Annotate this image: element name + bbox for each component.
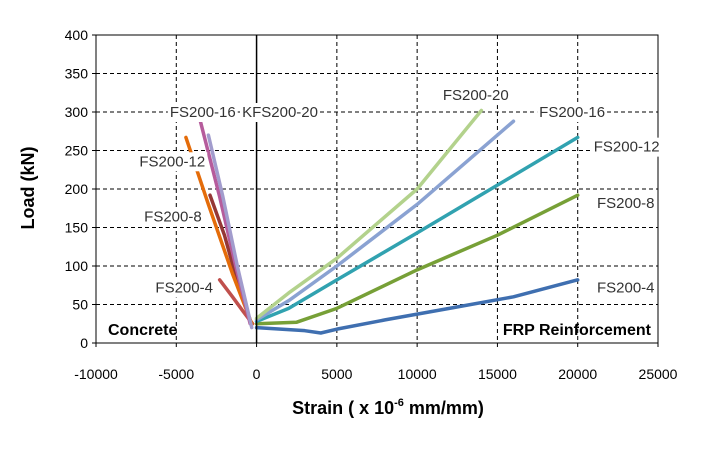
series-line-frp-fs200-4 <box>254 278 580 335</box>
series-annotation-bg <box>137 152 208 172</box>
series-annotation: FS200-20 <box>443 87 509 104</box>
y-tick-label: 250 <box>65 143 89 159</box>
x-tick-label: 15000 <box>478 366 517 382</box>
x-axis-title: Strain ( x 10-6 mm/mm) <box>292 397 484 418</box>
series-annotation-bg <box>240 103 321 122</box>
axes-layer: 0 50 100 150 200 250 300 350 400 -10000 -5000 0 5000… <box>65 27 678 382</box>
series-annotation-bg <box>537 103 608 122</box>
y-tick-label: 400 <box>65 27 89 43</box>
series-line-frp-fs200-8 <box>254 193 580 326</box>
y-axis-title: Load (kN) <box>18 146 38 229</box>
x-tick-label: 25000 <box>639 366 678 382</box>
x-axis-title-exponent: -6 <box>394 397 404 409</box>
series-annotation: FS200-16 <box>539 104 605 121</box>
series-annotation: KFS200-20 <box>242 104 318 121</box>
y-tick-label: 0 <box>80 335 88 351</box>
region-label-concrete: Concrete <box>108 322 177 339</box>
y-tick-label: 300 <box>65 104 89 120</box>
region-label-frp: FRP Reinforcement <box>503 322 652 339</box>
series-annotation: FS200-4 <box>597 280 655 297</box>
x-tick-label: -10000 <box>74 366 118 382</box>
x-tick-label: 20000 <box>558 366 597 382</box>
x-tick-label: 10000 <box>398 366 437 382</box>
series-line-frp-fs200-20 <box>254 108 484 321</box>
y-tick-label: 50 <box>72 297 88 313</box>
series-annotation-bg <box>167 103 238 122</box>
series-line-frp-fs200-12 <box>254 135 580 324</box>
x-tick-label: 0 <box>253 366 261 382</box>
series-annotation: FS200-4 <box>155 280 213 297</box>
series-annotation: FS200-12 <box>594 139 660 156</box>
y-tick-label: 150 <box>65 220 89 236</box>
series-annotation: FS200-8 <box>597 195 655 212</box>
series-line-concrete-kfs200-20 <box>206 133 254 330</box>
series-annotation-bg <box>142 207 204 227</box>
series-annotation-bg <box>594 278 657 298</box>
series-annotation-bg <box>440 86 511 106</box>
series-annotation: FS200-16 <box>170 104 236 121</box>
y-tick-label: 200 <box>65 181 89 197</box>
series-annotation: FS200-12 <box>139 153 205 170</box>
series-line-frp-fs200-16 <box>254 119 516 322</box>
series-annotation: FS200-8 <box>144 209 202 226</box>
series-annotation-bg <box>153 278 215 298</box>
grid-layer <box>92 34 659 347</box>
y-tick-label: 100 <box>65 258 89 274</box>
x-tick-label: -5000 <box>158 366 194 382</box>
series-annotation-bg <box>594 193 657 213</box>
series-annotation-bg <box>591 137 662 157</box>
x-axis-title-tail: mm/mm) <box>404 398 484 418</box>
x-axis-title-main: Strain ( x 10 <box>292 398 394 418</box>
series-layer <box>184 108 580 335</box>
x-tick-label: 5000 <box>321 366 352 382</box>
label-layer: Concrete FRP Reinforcement Load (kN) Str… <box>18 86 662 418</box>
y-tick-label: 350 <box>65 66 89 82</box>
